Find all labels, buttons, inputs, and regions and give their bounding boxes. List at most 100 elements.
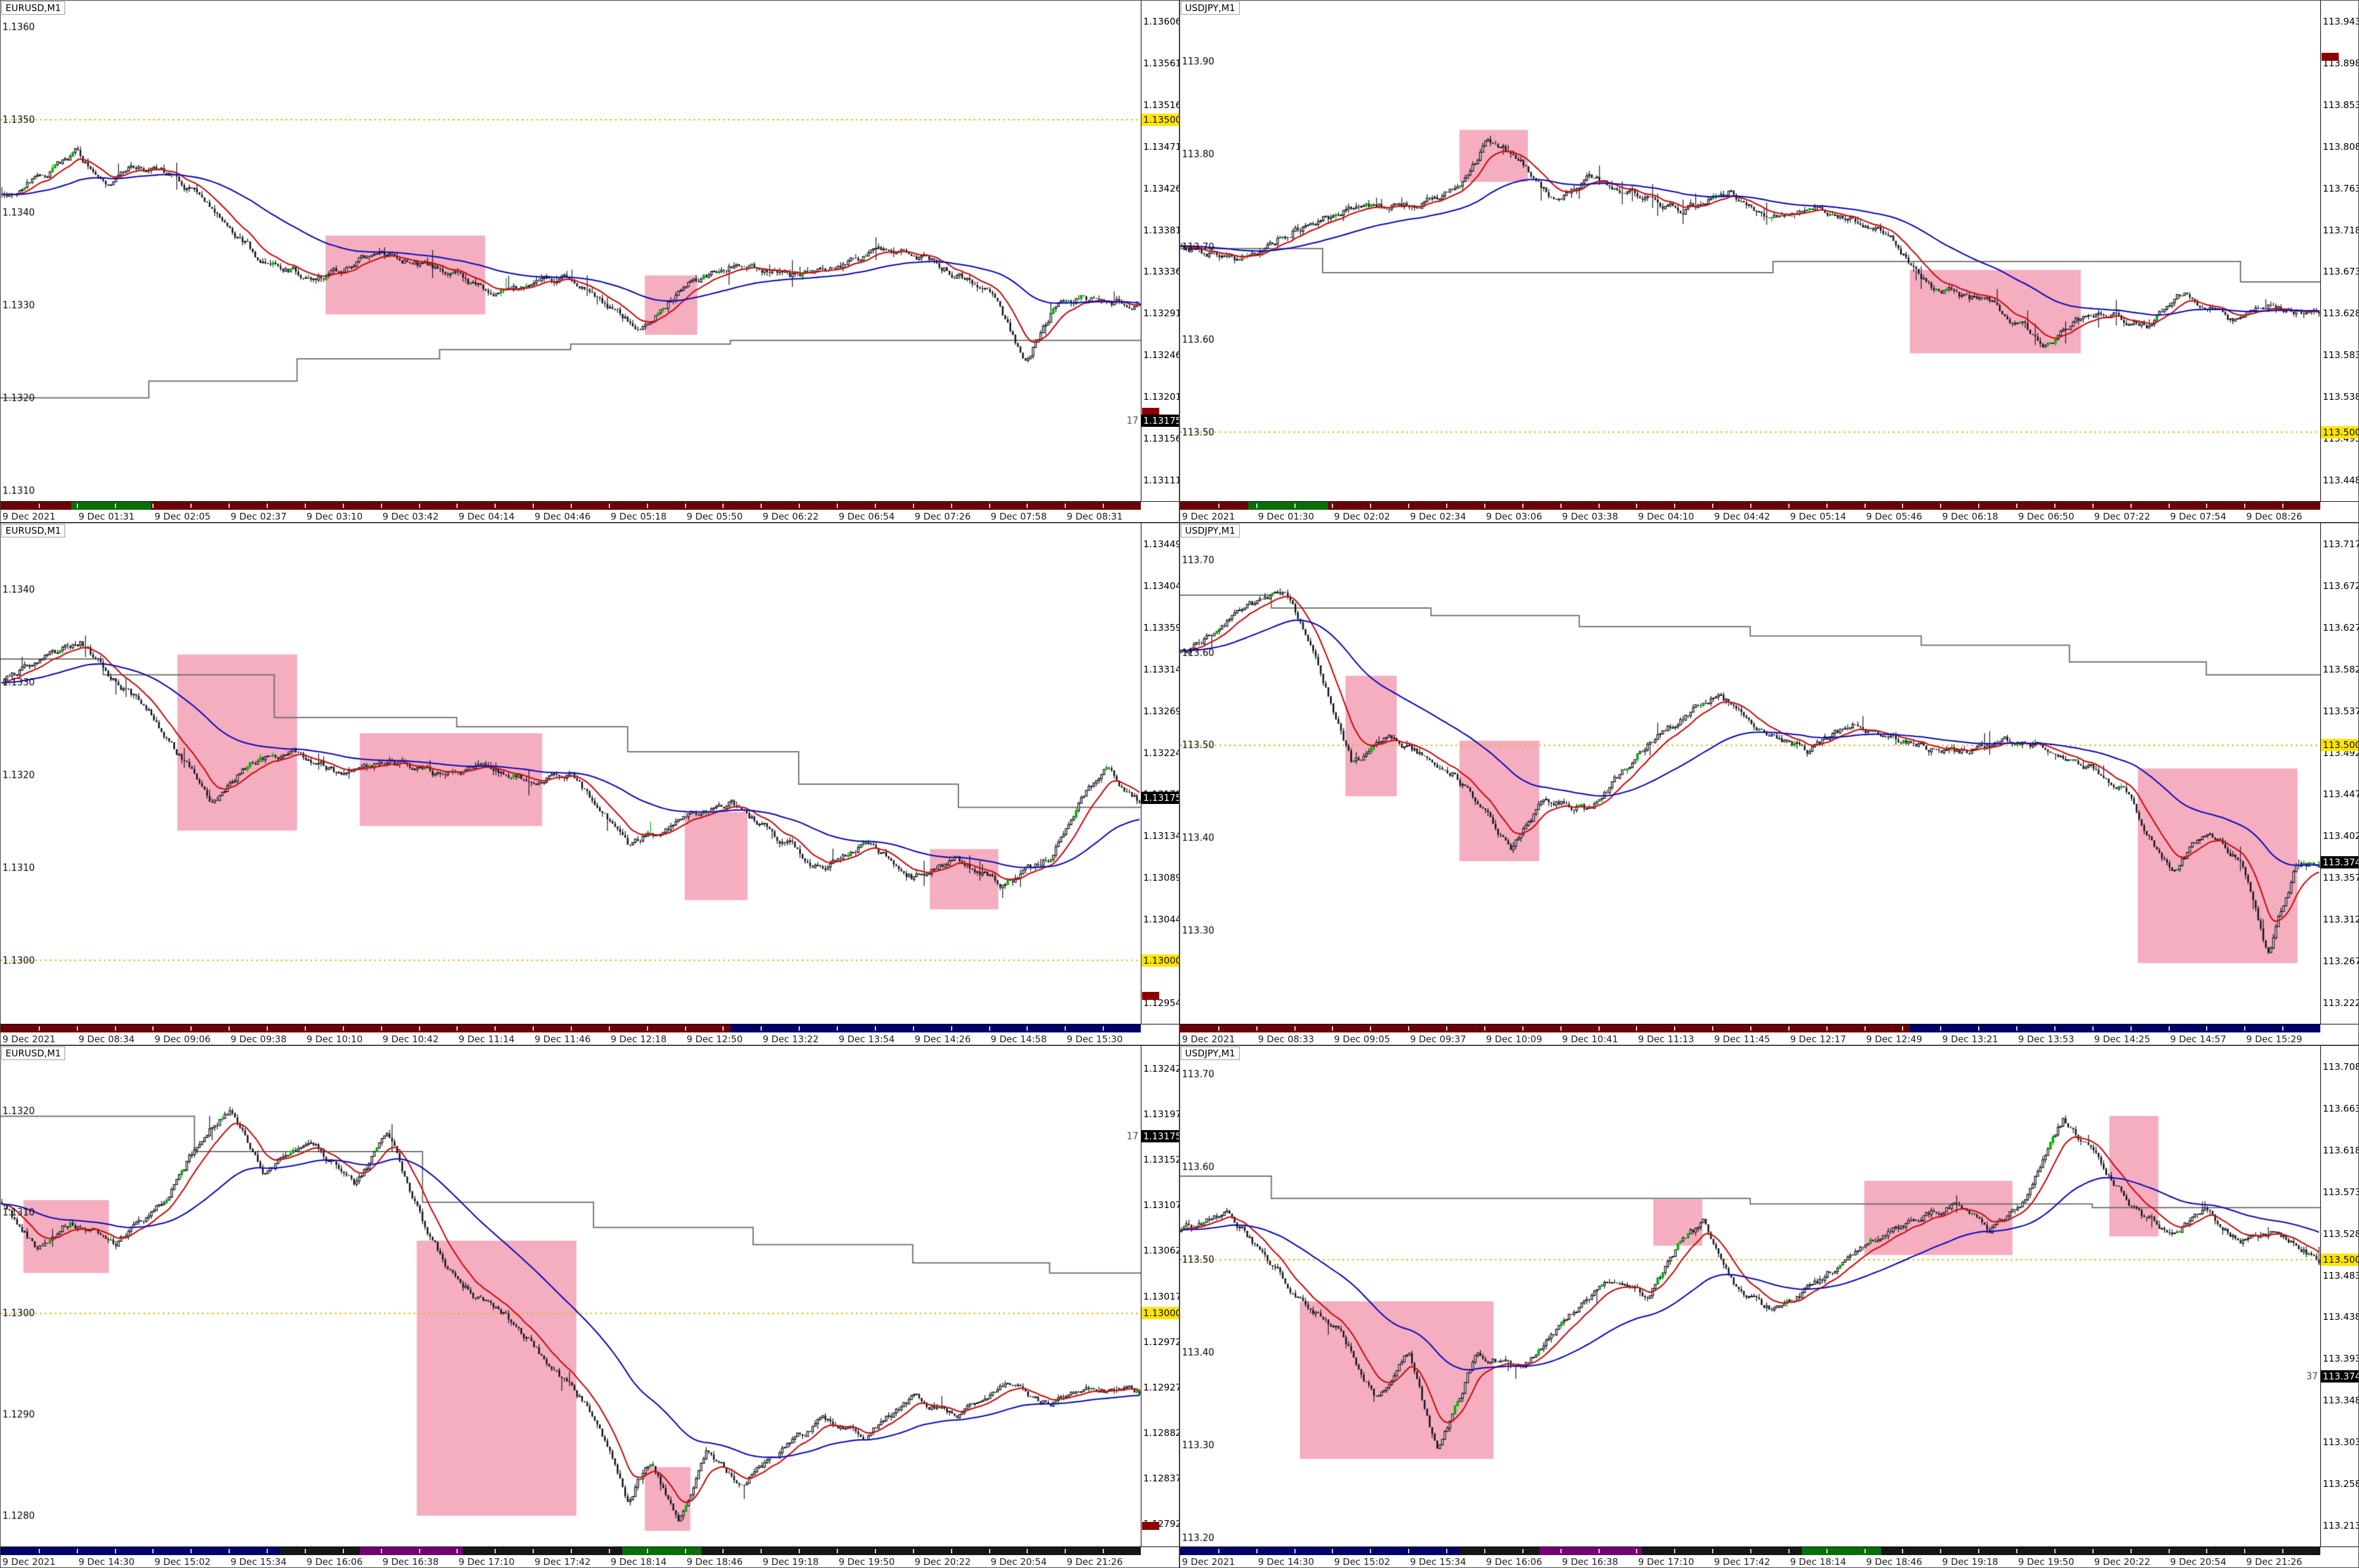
time-label: 9 Dec 2021 (2, 1034, 56, 1045)
chart-symbol-label: EURUSD,M1 (1, 1047, 66, 1060)
time-label: 9 Dec 03:10 (306, 511, 363, 522)
time-label: 9 Dec 20:22 (2094, 1556, 2151, 1567)
session-strip-tick (76, 504, 78, 508)
session-strip-tick (1484, 1549, 1485, 1553)
time-label: 9 Dec 04:14 (458, 511, 515, 522)
session-strip-tick (2092, 1549, 2094, 1553)
price-axis[interactable]: 113.708 113.663 113.618 113.573 113.528 113.4… (2320, 1046, 2358, 1547)
price-axis-label: 113.582 (2323, 663, 2359, 675)
session-strip-tick (1103, 1549, 1105, 1553)
price-axis-label: 113.348 (2323, 1395, 2359, 1406)
price-axis[interactable]: 113.717 113.672 113.627 113.582 113.537 113.4… (2320, 523, 2358, 1024)
price-axis-label: 113.312 (2323, 914, 2359, 926)
session-strip-tick (1408, 1549, 1410, 1553)
price-axis-label: 113.718 (2323, 224, 2359, 236)
session-strip-tick (1826, 504, 1828, 508)
time-label: 9 Dec 09:05 (1334, 1034, 1390, 1045)
session-segment (1881, 1547, 2320, 1555)
session-strip-tick (1484, 504, 1485, 508)
session-strip-tick (418, 1026, 420, 1031)
chart-plot-area[interactable]: USDJPY,M1 (1180, 1046, 2320, 1547)
session-strip-tick (2206, 1026, 2208, 1031)
session-strip (1180, 1547, 2320, 1555)
chart-plot-area[interactable]: EURUSD,M1 (1, 523, 1141, 1024)
price-axis-label: 1.13242 (1143, 1063, 1180, 1075)
price-axis-label: 1.13017 (1143, 1290, 1180, 1302)
session-strip-tick (1674, 1549, 1676, 1553)
chart-plot-area[interactable]: USDJPY,M1 (1180, 1, 2320, 501)
time-label: 9 Dec 08:34 (78, 1034, 135, 1045)
session-strip-tick (874, 1549, 876, 1553)
time-label: 9 Dec 2021 (1182, 1556, 1235, 1567)
session-strip (1, 502, 1141, 510)
session-strip-tick (533, 504, 534, 508)
session-strip-tick (2016, 1549, 2018, 1553)
price-axis-label: 1.13516 (1143, 99, 1180, 111)
chart-canvas[interactable] (1, 1046, 1141, 1547)
session-strip-tick (1065, 504, 1066, 508)
session-segment (1180, 1547, 1460, 1555)
chart-canvas[interactable] (1180, 1, 2320, 501)
session-strip-tick (1332, 1026, 1334, 1031)
alert-price-marker (1142, 1522, 1159, 1531)
price-axis-label: 113.538 (2323, 391, 2359, 403)
time-labels: 9 Dec 2021 9 Dec 01:31 9 Dec 02:05 9 Dec 02… (1, 510, 1179, 522)
time-label: 9 Dec 16:06 (1485, 1556, 1543, 1567)
session-strip-tick (304, 1026, 306, 1031)
session-strip-tick (1902, 504, 1904, 508)
time-label: 9 Dec 14:25 (2094, 1034, 2151, 1045)
session-strip-tick (684, 504, 686, 508)
price-axis-label: 1.13314 (1143, 663, 1180, 675)
time-labels: 9 Dec 2021 9 Dec 01:30 9 Dec 02:02 9 Dec 02… (1180, 510, 2358, 522)
chart-canvas[interactable] (1180, 523, 2320, 1024)
time-axis[interactable]: 9 Dec 2021 9 Dec 08:34 9 Dec 09:06 9 Dec 09… (1, 1024, 1179, 1045)
time-axis[interactable]: 9 Dec 2021 9 Dec 14:30 9 Dec 15:02 9 Dec 15… (1, 1547, 1179, 1567)
session-segment (1539, 1547, 1642, 1555)
time-label: 9 Dec 14:30 (1258, 1556, 1315, 1567)
chart-panel-usdjpy-evening: USDJPY,M1 113.708 113.663 113.618 113.573 11… (1180, 1045, 2359, 1568)
session-strip-tick (1408, 1026, 1410, 1031)
round-level-price-tag: 113.500 (2321, 739, 2358, 752)
time-label: 9 Dec 18:46 (686, 1556, 743, 1567)
chart-canvas[interactable] (1180, 1046, 2320, 1547)
time-axis[interactable]: 9 Dec 2021 9 Dec 01:30 9 Dec 02:02 9 Dec 02… (1180, 501, 2358, 522)
session-strip-tick (950, 504, 952, 508)
session-strip-tick (1446, 1549, 1448, 1553)
time-axis[interactable]: 9 Dec 2021 9 Dec 08:33 9 Dec 09:05 9 Dec 09… (1180, 1024, 2358, 1045)
price-axis[interactable]: 113.943 113.898 113.853 113.808 113.763 113.7… (2320, 1, 2358, 501)
price-axis[interactable]: 1.13449 1.13404 1.13359 1.13314 1.13269 1.132… (1141, 523, 1179, 1024)
chart-canvas[interactable] (1, 1, 1141, 501)
chart-plot-area[interactable]: USDJPY,M1 (1180, 523, 2320, 1024)
price-axis[interactable]: 1.13242 1.13197 1.13152 1.13107 1.13062 1.130… (1141, 1046, 1179, 1547)
session-strip-tick (1978, 504, 1980, 508)
price-axis-label: 113.628 (2323, 308, 2359, 319)
session-strip-tick (1522, 1549, 1524, 1553)
price-axis-label: 1.13044 (1143, 914, 1180, 926)
time-label: 9 Dec 03:42 (382, 511, 439, 522)
session-strip-tick (2092, 1026, 2094, 1031)
session-segment (151, 502, 1141, 510)
chart-canvas[interactable] (1, 523, 1141, 1024)
time-label: 9 Dec 11:46 (534, 1034, 591, 1045)
time-label: 9 Dec 21:26 (2246, 1556, 2302, 1567)
time-axis[interactable]: 9 Dec 2021 9 Dec 14:30 9 Dec 15:02 9 Dec 15… (1180, 1547, 2358, 1567)
time-label: 9 Dec 06:50 (2018, 511, 2075, 522)
price-axis[interactable]: 1.13606 1.13561 1.13516 1.13471 1.13426 1.133… (1141, 1, 1179, 501)
chart-plot-area[interactable]: EURUSD,M1 (1, 1046, 1141, 1547)
time-label: 9 Dec 19:50 (2018, 1556, 2075, 1567)
session-strip-tick (1598, 1026, 1600, 1031)
time-label: 9 Dec 11:14 (458, 1034, 515, 1045)
price-axis-label: 113.267 (2323, 956, 2359, 967)
session-strip-tick (2282, 1549, 2284, 1553)
time-axis[interactable]: 9 Dec 2021 9 Dec 01:31 9 Dec 02:05 9 Dec 02… (1, 501, 1179, 522)
session-strip-tick (2130, 1549, 2132, 1553)
session-strip-tick (38, 1026, 40, 1031)
session-strip-tick (912, 504, 914, 508)
chart-plot-area[interactable]: EURUSD,M1 (1, 1, 1141, 501)
price-axis-label: 1.13426 (1143, 182, 1180, 194)
session-strip-tick (1484, 1026, 1485, 1031)
session-strip-tick (799, 504, 800, 508)
session-strip-tick (190, 504, 192, 508)
session-strip-tick (646, 1549, 648, 1553)
